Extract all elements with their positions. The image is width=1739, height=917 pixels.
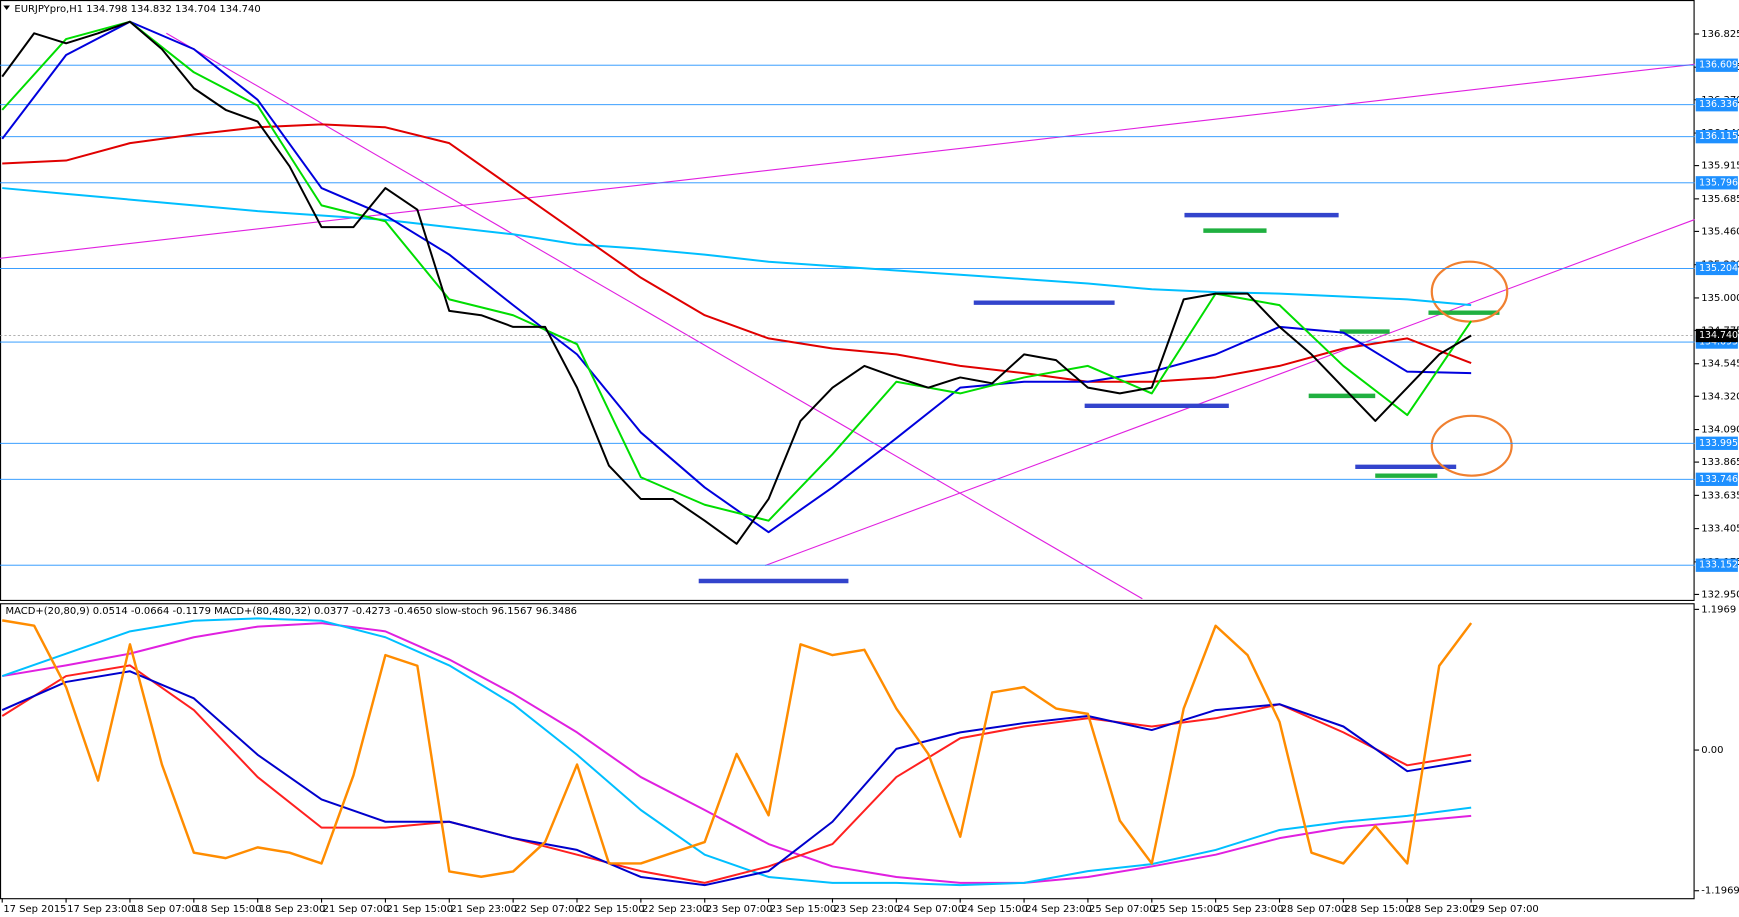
series-line [1,670,1472,887]
trend-line [0,63,1695,259]
level-label: 135.796 [1699,177,1738,188]
series-line [2,619,1473,878]
x-tick-label: 18 Sep 07:00 [131,904,198,915]
level-tag [1695,558,1738,572]
series-line [2,187,1472,307]
level-tag [1695,472,1738,486]
last-price-tag [1695,328,1738,343]
level-label: 133.995 [1699,438,1738,449]
chart-title: EURJPYpro,H1 134.798 134.832 134.704 134… [14,4,260,15]
x-tick-label: 18 Sep 23:00 [259,904,326,915]
x-tick-label: 17 Sep 2015 [3,904,66,915]
y-tick-label: 0.00 [1701,745,1723,756]
last-price-label: 134.740 [1699,330,1738,341]
level-tag [1695,436,1738,450]
x-tick-label: 22 Sep 07:00 [514,904,581,915]
x-tick-label: 24 Sep 23:00 [1025,904,1092,915]
y-tick-label: 133.865 [1701,457,1739,468]
y-tick-label: 134.090 [1701,425,1739,436]
y-tick-label: -1.1969 [1701,886,1739,897]
indicator-title: MACD+(20,80,9) 0.0514 -0.0664 -0.1179 MA… [6,606,577,617]
y-tick-label: 135.460 [1701,226,1739,237]
trend-line [166,32,1143,600]
x-tick-label: 29 Sep 07:00 [1472,904,1539,915]
x-tick-label: 21 Sep 23:00 [450,904,517,915]
level-label: 136.115 [1699,131,1738,142]
x-tick-label: 28 Sep 15:00 [1344,904,1411,915]
x-tick-label: 28 Sep 23:00 [1408,904,1475,915]
y-tick-label: 136.825 [1701,29,1739,40]
y-tick-label: 1.1969 [1701,604,1736,615]
y-tick-label: 133.635 [1701,490,1739,501]
menu-arrow[interactable] [3,5,10,10]
level-tag [1695,58,1738,72]
highlight-circle [1430,260,1509,323]
series-line [1,664,1472,884]
x-tick-label: 25 Sep 07:00 [1089,904,1156,915]
highlight-circle [1430,414,1513,477]
series-line [1,617,1472,887]
x-tick-label: 25 Sep 23:00 [1217,904,1284,915]
x-tick-label: 23 Sep 07:00 [706,904,773,915]
y-tick-label: 133.405 [1701,524,1739,535]
x-tick-label: 21 Sep 07:00 [323,904,390,915]
x-tick-label: 23 Sep 23:00 [834,904,901,915]
level-label: 135.204 [1699,263,1738,274]
series-line [1,20,1472,534]
level-tag [1695,130,1738,144]
x-tick-label: 24 Sep 15:00 [961,904,1028,915]
x-tick-label: 21 Sep 15:00 [387,904,454,915]
x-tick-label: 24 Sep 07:00 [897,904,964,915]
x-tick-label: 17 Sep 23:00 [67,904,134,915]
level-label: 133.746 [1699,474,1738,485]
y-tick-label: 134.320 [1701,391,1739,402]
y-tick-label: 132.950 [1701,589,1739,600]
level-label: 133.152 [1699,560,1738,571]
x-tick-label: 23 Sep 15:00 [770,904,837,915]
trend-line [765,219,1695,567]
x-tick-label: 25 Sep 15:00 [1153,904,1220,915]
level-tag [1695,261,1738,276]
main-frame [0,0,1695,601]
level-label: 136.336 [1699,99,1738,110]
drawings [0,5,1695,600]
y-tick-label: 134.545 [1701,359,1739,370]
series-line [2,622,1472,884]
level-tag [1695,98,1738,112]
x-tick-label: 22 Sep 23:00 [642,904,709,915]
level-label: 136.609 [1699,60,1738,71]
series-line [2,123,1472,383]
y-tick-label: 135.685 [1701,194,1739,205]
series-line [1,20,1472,522]
level-tag [1695,176,1738,190]
y-tick-label: 135.000 [1701,293,1739,304]
x-tick-label: 22 Sep 15:00 [578,904,645,915]
series-line [1,20,1472,545]
y-tick-label: 135.915 [1701,161,1739,172]
x-tick-label: 28 Sep 07:00 [1281,904,1348,915]
x-tick-label: 18 Sep 15:00 [195,904,262,915]
